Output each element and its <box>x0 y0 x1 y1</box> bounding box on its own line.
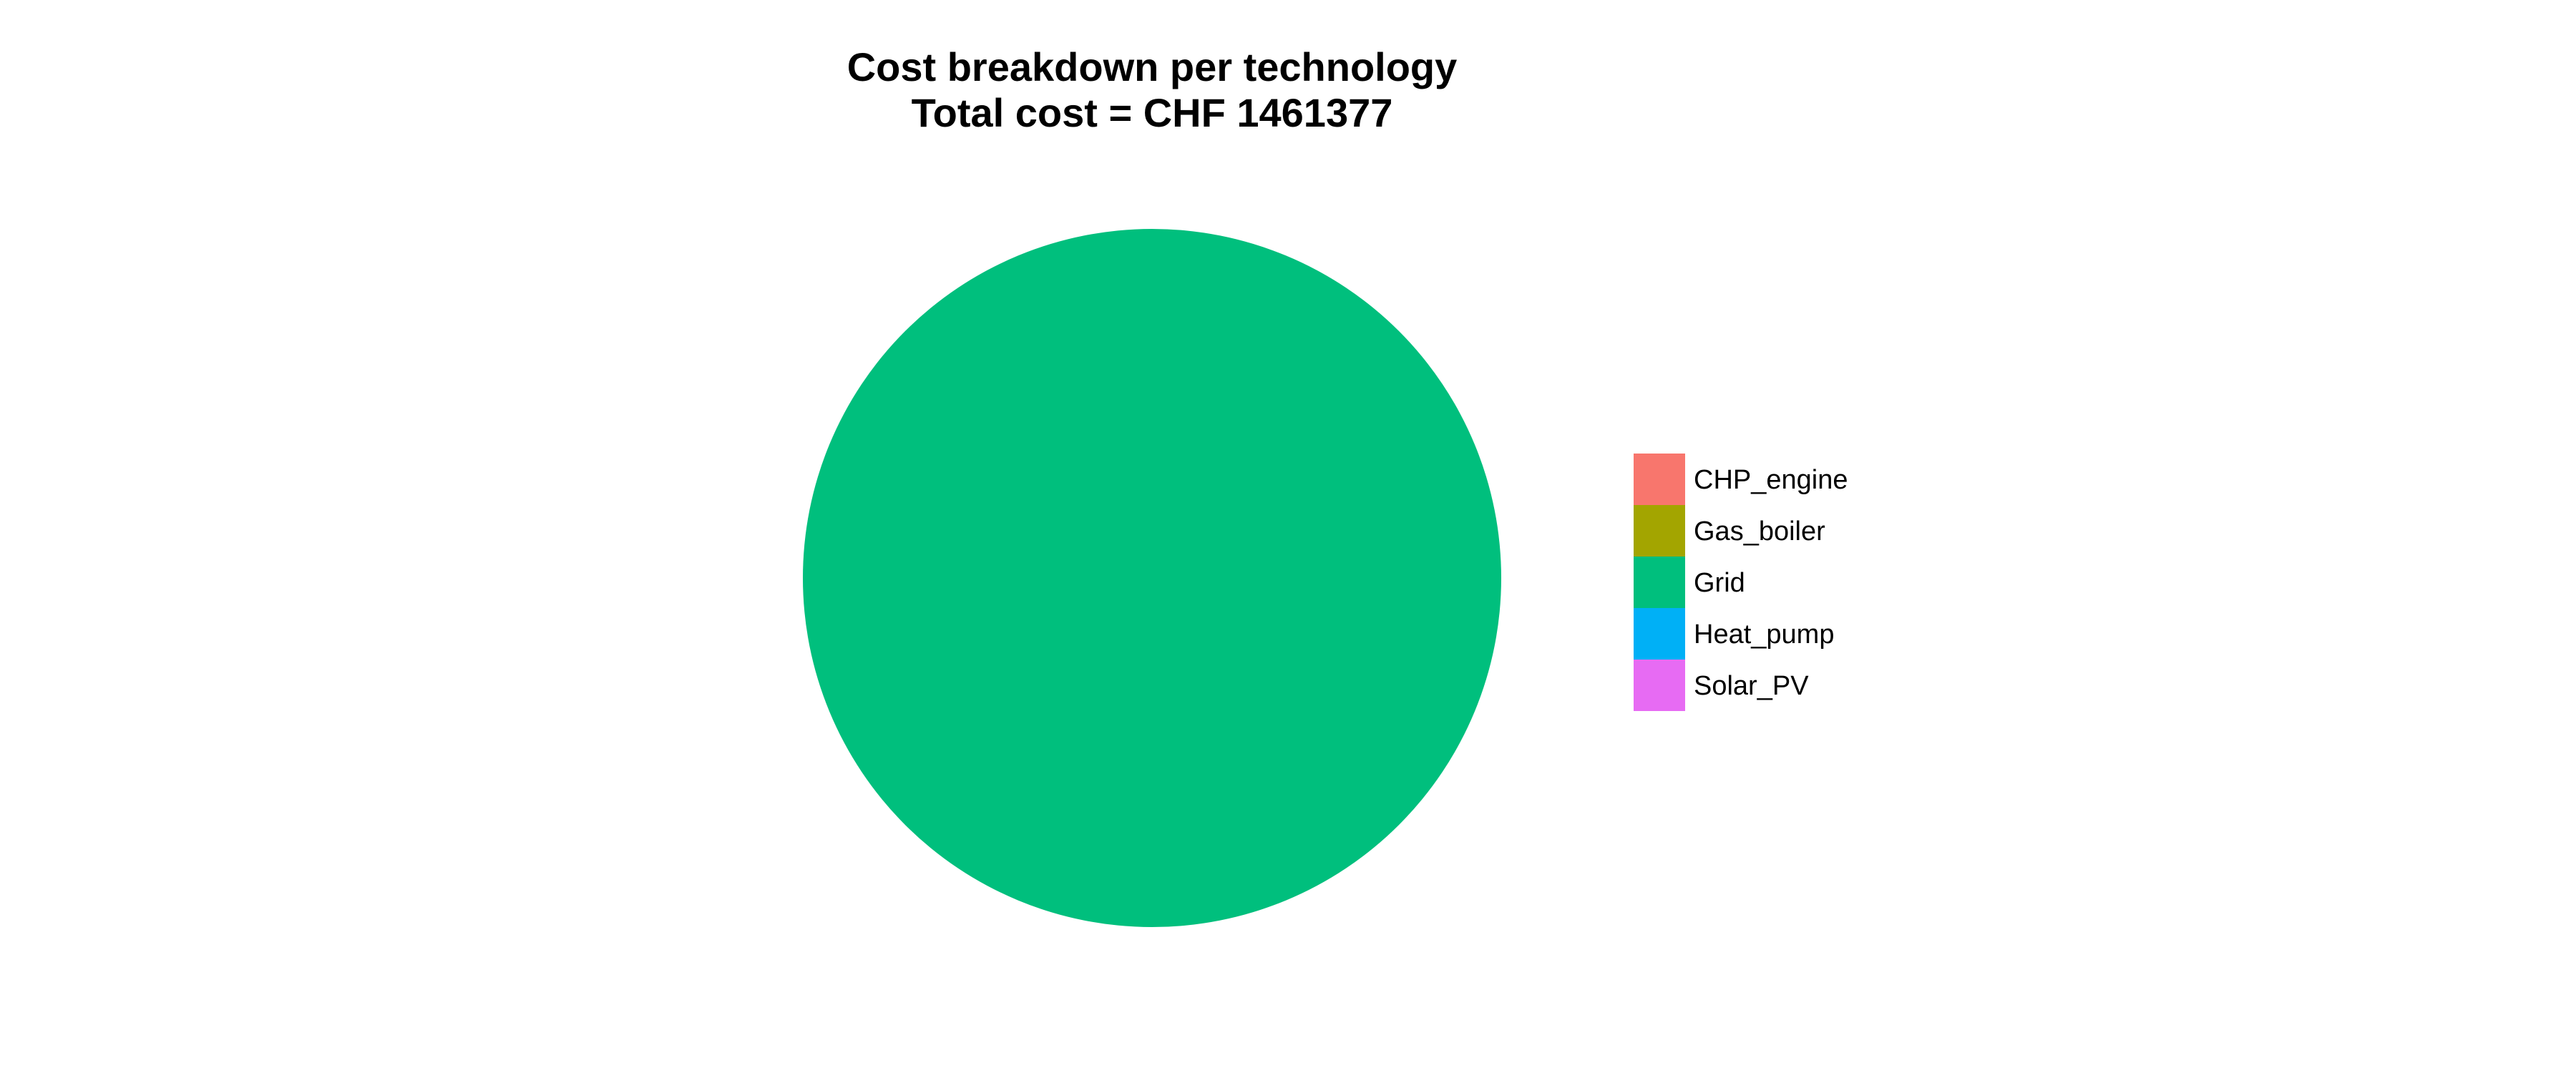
legend-label-grid: Grid <box>1694 568 1745 598</box>
chart-title: Cost breakdown per technology Total cost… <box>794 44 1510 136</box>
legend-label-heat-pump: Heat_pump <box>1694 619 1834 650</box>
legend-key-chp-engine <box>1634 454 1685 505</box>
legend-label-solar-pv: Solar_PV <box>1694 671 1809 701</box>
legend-label-chp-engine: CHP_engine <box>1694 465 1848 495</box>
chart-subtitle-line: Total cost = CHF 1461377 <box>911 90 1393 135</box>
legend-key-solar-pv <box>1634 660 1685 711</box>
legend-key-gas-boiler <box>1634 505 1685 557</box>
legend-key-heat-pump <box>1634 608 1685 660</box>
pie-slice-grid <box>803 229 1501 927</box>
chart-title-line: Cost breakdown per technology <box>847 44 1458 89</box>
pie-slices <box>803 229 1501 927</box>
legend-key-grid <box>1634 557 1685 608</box>
legend-label-gas-boiler: Gas_boiler <box>1694 516 1825 547</box>
legend: CHP_engine Gas_boiler Grid Heat_pump Solar_P… <box>1634 454 1848 711</box>
